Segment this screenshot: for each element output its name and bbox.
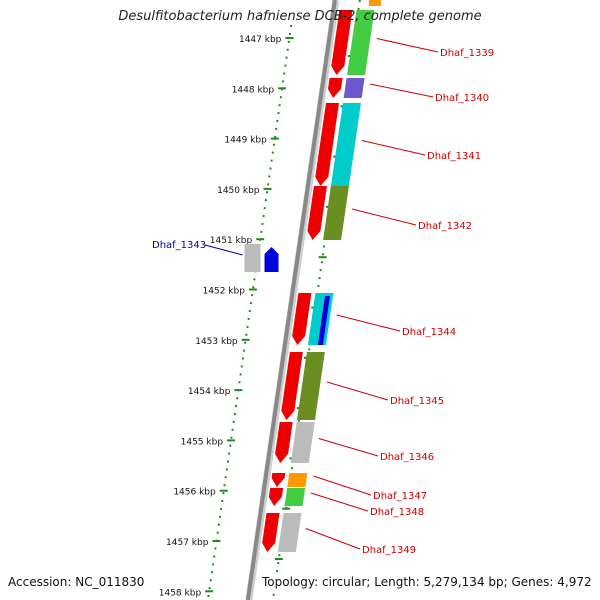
genome-backbone <box>245 0 340 600</box>
gene-leader-line <box>204 244 243 256</box>
ruler-tick-label: 1455 kbp <box>181 437 224 447</box>
cog-bar <box>297 352 325 420</box>
gene-leader-line <box>313 475 372 496</box>
gene-label: Dhaf_1349 <box>362 545 416 556</box>
ruler-tick-label: 1456 kbp <box>173 488 216 498</box>
gene-leader-line <box>336 314 401 332</box>
cds-arrow <box>292 293 312 345</box>
cog-bar <box>347 10 375 75</box>
gene-label: Dhaf_1342 <box>418 221 472 232</box>
ruler-tick-label: 1457 kbp <box>166 538 209 548</box>
cds-arrow <box>307 186 327 240</box>
gene-leader-line <box>326 381 389 401</box>
ruler-dotted-line <box>206 24 293 600</box>
gene-label: Dhaf_1345 <box>390 396 444 407</box>
gene-leader-line <box>318 438 379 457</box>
gene-label: Dhaf_1348 <box>370 507 424 518</box>
cds-arrow <box>268 488 284 506</box>
cog-bar <box>330 103 361 186</box>
cog-bar <box>277 513 302 552</box>
cds-arrow <box>315 103 339 186</box>
cds-arrow <box>281 352 303 420</box>
ruler-tick-label: 1451 kbp <box>210 236 253 246</box>
ruler-tick-label: 1449 kbp <box>224 136 267 146</box>
gene-label: Dhaf_1343 <box>152 240 206 251</box>
cog-bar <box>244 244 261 272</box>
ruler-tick-label: 1454 kbp <box>188 387 231 397</box>
ruler-tick-label: 1452 kbp <box>203 287 246 297</box>
strand-bar <box>317 296 330 345</box>
gene-label: Dhaf_1339 <box>440 48 494 59</box>
topology-text: Topology: circular; Length: 5,279,134 bp… <box>262 575 592 589</box>
gene-leader-line <box>370 83 434 98</box>
cog-bar <box>284 488 306 506</box>
cog-bar <box>368 0 381 6</box>
cds-arrow <box>327 78 343 98</box>
cog-bar <box>343 78 365 98</box>
ruler-tick-label: 1458 kbp <box>159 588 202 598</box>
gene-labels: Dhaf_1339 Dhaf_1340 Dhaf_1341 Dhaf_1342 Dhaf… <box>152 38 494 556</box>
map-title: Desulfitobacterium hafniense DCB-2, comp… <box>118 9 482 24</box>
ruler-tick-label: 1450 kbp <box>217 186 260 196</box>
gene-label: Dhaf_1340 <box>435 93 489 104</box>
gene-leader-line <box>376 38 439 53</box>
cog-bar <box>323 186 349 240</box>
gene-label: Dhaf_1347 <box>373 491 427 502</box>
cds-arrow <box>271 473 286 487</box>
gene-features <box>244 0 381 552</box>
cds-arrow <box>275 422 293 463</box>
cds-arrow <box>262 513 280 552</box>
cog-bar <box>287 473 308 487</box>
gene-label: Dhaf_1344 <box>402 327 456 338</box>
accession-text: Accession: NC_011830 <box>8 575 145 589</box>
gene-leader-line <box>305 528 361 550</box>
cds-arrow <box>331 10 353 75</box>
gene-label: Dhaf_1346 <box>380 452 434 463</box>
ruler-tick-label: 1447 kbp <box>239 35 282 45</box>
gene-leader-line <box>361 140 426 156</box>
gene-leader-line <box>310 492 369 512</box>
ruler-tick-label: 1448 kbp <box>232 85 275 95</box>
gene-label: Dhaf_1341 <box>427 151 481 162</box>
cds-arrow <box>264 247 279 272</box>
cog-bar <box>290 422 315 463</box>
backbone-line <box>245 0 337 600</box>
ruler-tick-label: 1453 kbp <box>195 337 238 347</box>
gene-leader-line <box>351 208 417 226</box>
